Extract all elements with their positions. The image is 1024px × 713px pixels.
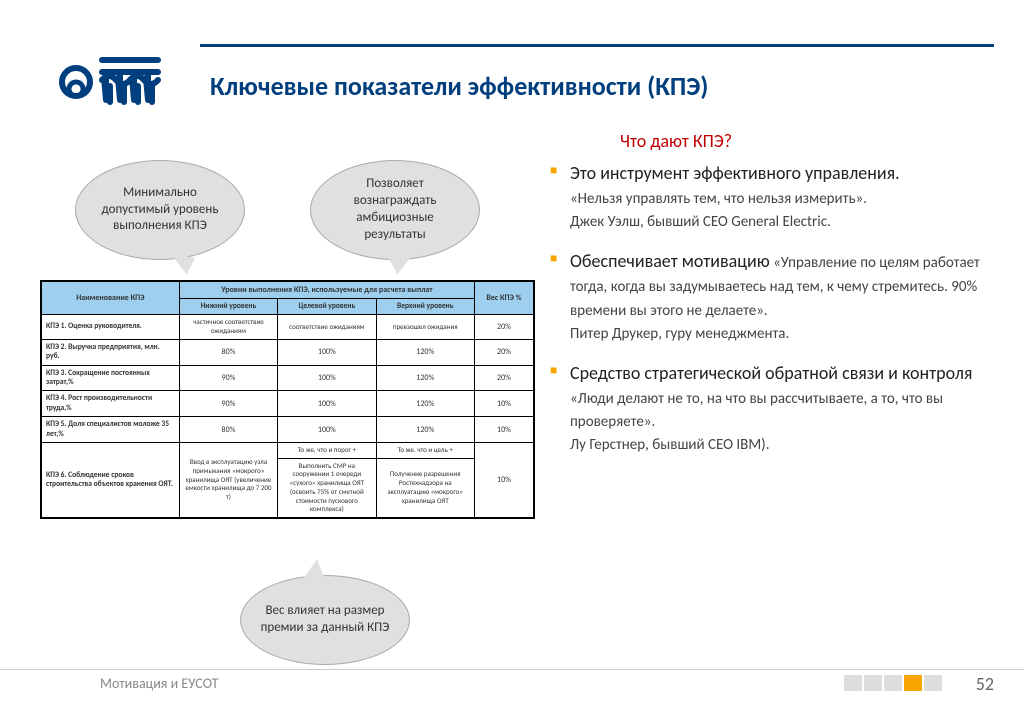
cell: 20% bbox=[474, 315, 533, 340]
th-name: Наименование КПЭ bbox=[42, 282, 180, 315]
bullet-quote: «Люди делают не то, на что вы рассчитыва… bbox=[570, 390, 943, 431]
header-rule bbox=[200, 44, 994, 47]
callout-tail bbox=[169, 254, 195, 275]
cell: 100% bbox=[278, 391, 376, 417]
cell-name: КПЭ 3. Сокращение постоянных затрат,% bbox=[42, 365, 180, 391]
bullet-quote: «Нельзя управлять тем, что нельзя измери… bbox=[570, 190, 867, 208]
cell: превзошел ожидания bbox=[376, 315, 474, 340]
table-row: КПЭ 5. Доля специалистов моложе 35 лет,%… bbox=[42, 417, 534, 443]
page-number: 52 bbox=[976, 673, 994, 695]
cell-name: КПЭ 1. Оценка руководителя. bbox=[42, 315, 180, 340]
bullet-lead: Обеспечивает мотивацию bbox=[570, 250, 770, 272]
cell: Получение разрешения Ростехнадзора на эк… bbox=[376, 458, 474, 518]
bullet-item: Средство стратегической обратной связи и… bbox=[550, 360, 990, 458]
callout-tail bbox=[389, 254, 415, 275]
cell: 10% bbox=[474, 417, 533, 443]
th-weight: Вес КПЭ % bbox=[474, 282, 533, 315]
table-row: КПЭ 4. Рост производительности труда,% 9… bbox=[42, 391, 534, 417]
cell: Ввод в эксплуатацию узла примыкания «мок… bbox=[179, 442, 277, 517]
table-row: КПЭ 2. Выручка предприятия, млн. руб. 80… bbox=[42, 339, 534, 365]
subtitle: Что дают КПЭ? bbox=[620, 130, 732, 152]
callout-reward: Позволяет вознаграждать амбициозные резу… bbox=[310, 160, 480, 260]
cell: 100% bbox=[278, 339, 376, 365]
cell: 80% bbox=[179, 339, 277, 365]
cell: 10% bbox=[474, 442, 533, 517]
callout-min-level: Минимально допустимый уровень выполнения… bbox=[75, 160, 245, 260]
callout-weight: Вес влияет на размер премии за данный КП… bbox=[240, 575, 410, 665]
cell: 120% bbox=[376, 391, 474, 417]
table-row: КПЭ 1. Оценка руководителя. частичное со… bbox=[42, 315, 534, 340]
th-low: Нижний уровень bbox=[179, 299, 277, 315]
kpi-table: Наименование КПЭ Уровни выполнения КПЭ, … bbox=[40, 280, 535, 519]
bullet-lead: Это инструмент эффективного управления. bbox=[570, 162, 900, 184]
cell: 10% bbox=[474, 391, 533, 417]
bullet-lead: Средство стратегической обратной связи и… bbox=[570, 362, 972, 384]
callout-text: Вес влияет на размер премии за данный КП… bbox=[257, 603, 393, 637]
callout-text: Минимально допустимый уровень выполнения… bbox=[92, 185, 228, 236]
cell: То же, что и порог + bbox=[278, 442, 376, 458]
bullet-attrib: Лу Герстнер, бывший CEO IBM). bbox=[570, 436, 770, 454]
cell: 80% bbox=[179, 417, 277, 443]
cell-name: КПЭ 2. Выручка предприятия, млн. руб. bbox=[42, 339, 180, 365]
th-group: Уровни выполнения КПЭ, используемые для … bbox=[179, 282, 474, 299]
cell: 20% bbox=[474, 365, 533, 391]
cell: То же, что и цель + bbox=[376, 442, 474, 458]
cell: частичное соответствие ожиданиям bbox=[179, 315, 277, 340]
page-title: Ключевые показатели эффективности (КПЭ) bbox=[210, 70, 708, 102]
table-row: КПЭ 6. Соблюдение сроков строительства о… bbox=[42, 442, 534, 458]
cell: 120% bbox=[376, 417, 474, 443]
cell: 100% bbox=[278, 365, 376, 391]
cell: 90% bbox=[179, 391, 277, 417]
callout-tail bbox=[299, 559, 325, 581]
th-target: Целевой уровень bbox=[278, 299, 376, 315]
cell: 20% bbox=[474, 339, 533, 365]
bullet-item: Обеспечивает мотивацию «Управление по це… bbox=[550, 248, 990, 346]
bullet-list: Это инструмент эффективного управления. … bbox=[550, 160, 990, 472]
footer-text: Мотивация и ЕУСОТ bbox=[100, 675, 218, 692]
cell: 100% bbox=[278, 417, 376, 443]
bullet-attrib: Джек Уэлш, бывший CEO General Electric. bbox=[570, 213, 831, 231]
cell-name: КПЭ 6. Соблюдение сроков строительства о… bbox=[42, 442, 180, 517]
cell-name: КПЭ 5. Доля специалистов моложе 35 лет,% bbox=[42, 417, 180, 443]
table-row: КПЭ 3. Сокращение постоянных затрат,% 90… bbox=[42, 365, 534, 391]
cell: 120% bbox=[376, 339, 474, 365]
cell: 120% bbox=[376, 365, 474, 391]
cell: 90% bbox=[179, 365, 277, 391]
cell-name: КПЭ 4. Рост производительности труда,% bbox=[42, 391, 180, 417]
cell: Выполнить СМР на сооружении 1 очереди «с… bbox=[278, 458, 376, 518]
bullet-item: Это инструмент эффективного управления. … bbox=[550, 160, 990, 234]
th-high: Верхний уровень bbox=[376, 299, 474, 315]
callout-text: Позволяет вознаграждать амбициозные резу… bbox=[327, 176, 463, 244]
cell: соответствие ожиданиям bbox=[278, 315, 376, 340]
bullet-attrib: Питер Друкер, гуру менеджмента. bbox=[570, 325, 789, 343]
footer: Мотивация и ЕУСОТ 52 bbox=[0, 669, 1024, 697]
logo bbox=[54, 50, 164, 110]
